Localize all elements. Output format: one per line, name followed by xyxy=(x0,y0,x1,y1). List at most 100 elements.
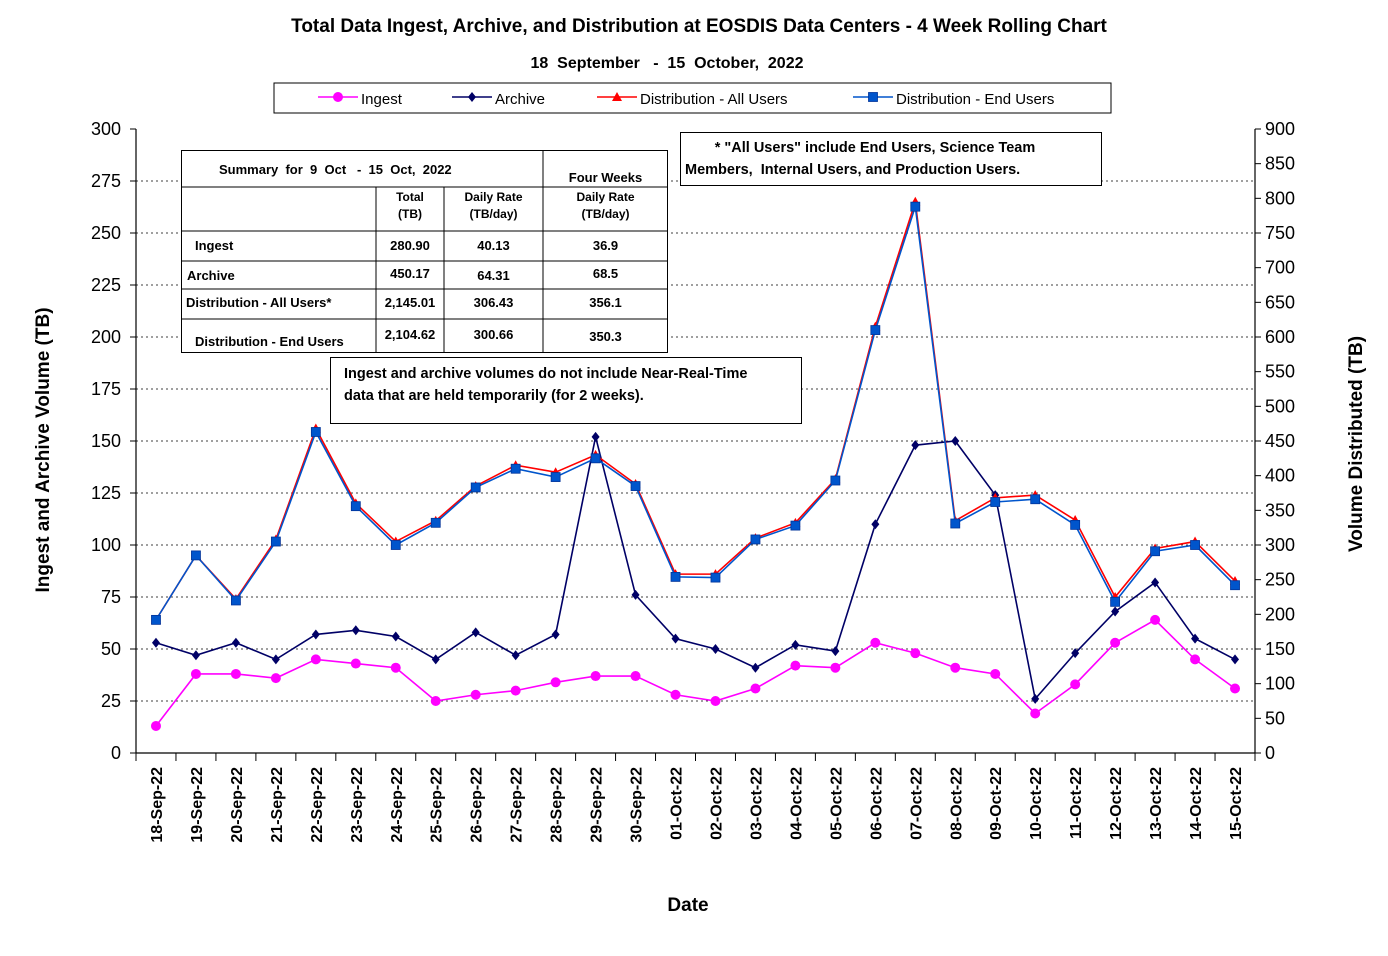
y-right-tick-label: 850 xyxy=(1265,154,1295,174)
x-tick-label: 24-Sep-22 xyxy=(389,767,406,843)
x-tick-label: 12-Oct-22 xyxy=(1108,767,1125,840)
y-left-tick-label: 200 xyxy=(91,327,121,347)
data-point xyxy=(990,668,1001,679)
y-left-tick-label: 125 xyxy=(91,483,121,503)
x-tick-label: 28-Sep-22 xyxy=(549,767,566,843)
data-point xyxy=(1190,654,1201,665)
data-point xyxy=(1071,648,1080,659)
y-left-tick-label: 150 xyxy=(91,431,121,451)
legend-label: Archive xyxy=(495,91,545,108)
x-tick-label: 27-Sep-22 xyxy=(509,767,526,843)
y-right-tick-label: 650 xyxy=(1265,292,1295,312)
x-tick-label: 14-Oct-22 xyxy=(1188,767,1205,840)
data-point xyxy=(711,644,720,654)
data-point xyxy=(951,436,960,446)
row-daily: 64.31 xyxy=(477,268,510,283)
data-point xyxy=(191,650,200,661)
data-point xyxy=(351,625,360,636)
nrt-note: Ingest and archive volumes do not includ… xyxy=(330,357,802,424)
data-point xyxy=(231,637,240,648)
row-total: 450.17 xyxy=(390,266,430,281)
series-line xyxy=(155,618,1236,727)
data-point xyxy=(151,637,160,648)
data-point xyxy=(431,654,440,665)
x-tick-label: 09-Oct-22 xyxy=(988,767,1005,840)
x-tick-label: 15-Oct-22 xyxy=(1228,767,1245,840)
legend-marker xyxy=(468,92,476,102)
data-point xyxy=(591,431,600,442)
row-label: Archive xyxy=(187,268,235,283)
y-right-tick-label: 600 xyxy=(1265,327,1295,347)
nrt-note-line1: Ingest and archive volumes do not includ… xyxy=(344,366,748,382)
legend-marker xyxy=(333,92,343,102)
y-right-tick-label: 500 xyxy=(1265,396,1295,416)
y-left-tick-label: 0 xyxy=(111,743,121,763)
x-tick-label: 01-Oct-22 xyxy=(669,767,686,840)
x-tick-label: 19-Sep-22 xyxy=(189,767,206,843)
data-point xyxy=(1191,633,1200,644)
x-tick-label: 08-Oct-22 xyxy=(948,767,965,840)
row-total: 2,145.01 xyxy=(384,295,436,310)
row-daily: 300.66 xyxy=(473,327,514,342)
data-point xyxy=(871,519,880,530)
data-point xyxy=(471,627,480,638)
data-point xyxy=(1110,596,1121,607)
y-right-tick-label: 100 xyxy=(1265,674,1295,694)
data-point xyxy=(430,696,441,706)
x-axis-label: Date xyxy=(667,895,708,916)
y-right-tick-label: 200 xyxy=(1265,604,1295,624)
y-right-tick-label: 400 xyxy=(1265,466,1295,486)
data-point xyxy=(271,654,280,665)
legend-marker xyxy=(868,92,878,102)
y-right-tick-label: 150 xyxy=(1265,639,1295,659)
table-row: Archive 450.17 64.31 68.5 xyxy=(181,261,668,289)
x-tick-label: 13-Oct-22 xyxy=(1148,767,1165,840)
summary-title: Summary for 9 Oct - 15 Oct, 2022 xyxy=(219,162,452,177)
row-label: Distribution - All Users* xyxy=(186,295,332,310)
data-point xyxy=(910,648,921,659)
data-point xyxy=(830,662,841,673)
data-point xyxy=(630,481,641,491)
data-point xyxy=(870,637,881,648)
data-point xyxy=(630,671,641,682)
x-tick-label: 23-Sep-22 xyxy=(349,767,366,843)
data-point xyxy=(510,685,521,696)
data-point xyxy=(1111,606,1120,617)
data-point xyxy=(230,668,241,679)
data-point xyxy=(390,540,401,550)
data-point xyxy=(310,427,321,437)
legend: Ingest Archive Distribution - All Users Dis… xyxy=(273,82,1112,114)
data-point xyxy=(191,550,201,561)
series-layer xyxy=(150,196,1241,731)
x-tick-label: 11-Oct-22 xyxy=(1068,767,1085,839)
series-line xyxy=(155,436,1236,701)
legend-label: Distribution - All Users xyxy=(640,91,788,108)
col-four-header: Daily Rate (TB/day) xyxy=(543,189,668,223)
x-tick-label: 20-Sep-22 xyxy=(229,767,246,843)
y-left-tick-label: 300 xyxy=(91,119,121,139)
y-left-tick-label: 225 xyxy=(91,275,121,295)
x-tick-label: 03-Oct-22 xyxy=(748,767,765,840)
data-point xyxy=(1030,494,1041,505)
table-row: Distribution - All Users* 2,145.01 306.4… xyxy=(181,289,668,319)
legend-marker xyxy=(612,92,622,101)
series-line xyxy=(155,201,1236,621)
data-point xyxy=(671,633,680,644)
data-point xyxy=(950,518,961,529)
data-point xyxy=(231,595,241,606)
data-point xyxy=(1030,708,1041,719)
data-point xyxy=(350,501,361,512)
data-point xyxy=(791,639,800,650)
y-right-tick-label: 50 xyxy=(1265,708,1285,728)
data-point xyxy=(511,650,520,661)
data-point xyxy=(830,475,841,486)
data-point xyxy=(1150,546,1160,557)
legend-box xyxy=(273,82,1112,114)
all-users-note: * "All Users" include End Users, Science… xyxy=(680,132,1102,186)
col-total-line1: Total xyxy=(396,190,424,204)
data-point xyxy=(670,571,681,582)
x-tick-label: 18-Sep-22 xyxy=(149,767,166,843)
data-point xyxy=(310,654,321,665)
y-right-tick-label: 700 xyxy=(1265,258,1295,278)
